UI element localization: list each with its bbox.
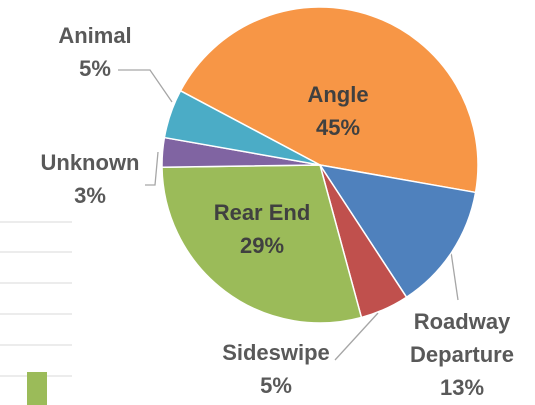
slice-label: Rear End 29% [214, 196, 311, 262]
pie-slice [179, 6, 479, 194]
slice-label: Angle 45% [307, 78, 368, 144]
value-label: 5% [260, 373, 292, 398]
category-label: Animal [58, 23, 132, 48]
value-label: 5% [79, 56, 111, 81]
slice-label: Unknown 3% [41, 146, 140, 212]
slice-label: Roadway Departure 13% [397, 305, 527, 404]
background-fragment [27, 372, 47, 405]
background-fragment [0, 221, 72, 377]
slice-label: Sideswipe 5% [222, 336, 330, 402]
category-label: Unknown [40, 150, 140, 175]
pie-slice [163, 89, 321, 166]
category-label: Rear End [213, 200, 311, 225]
leader-lines [118, 69, 459, 361]
category-label: Angle [307, 82, 369, 107]
pie-slice [318, 163, 477, 299]
value-label: 3% [74, 183, 106, 208]
pie-slice [161, 164, 363, 324]
value-label: 45% [315, 115, 361, 140]
value-label: 29% [239, 233, 285, 258]
slice-label: Animal 5% [58, 19, 131, 85]
value-label: 13% [439, 375, 485, 400]
category-label: Sideswipe [222, 340, 330, 365]
category-label: Roadway Departure [410, 309, 514, 367]
